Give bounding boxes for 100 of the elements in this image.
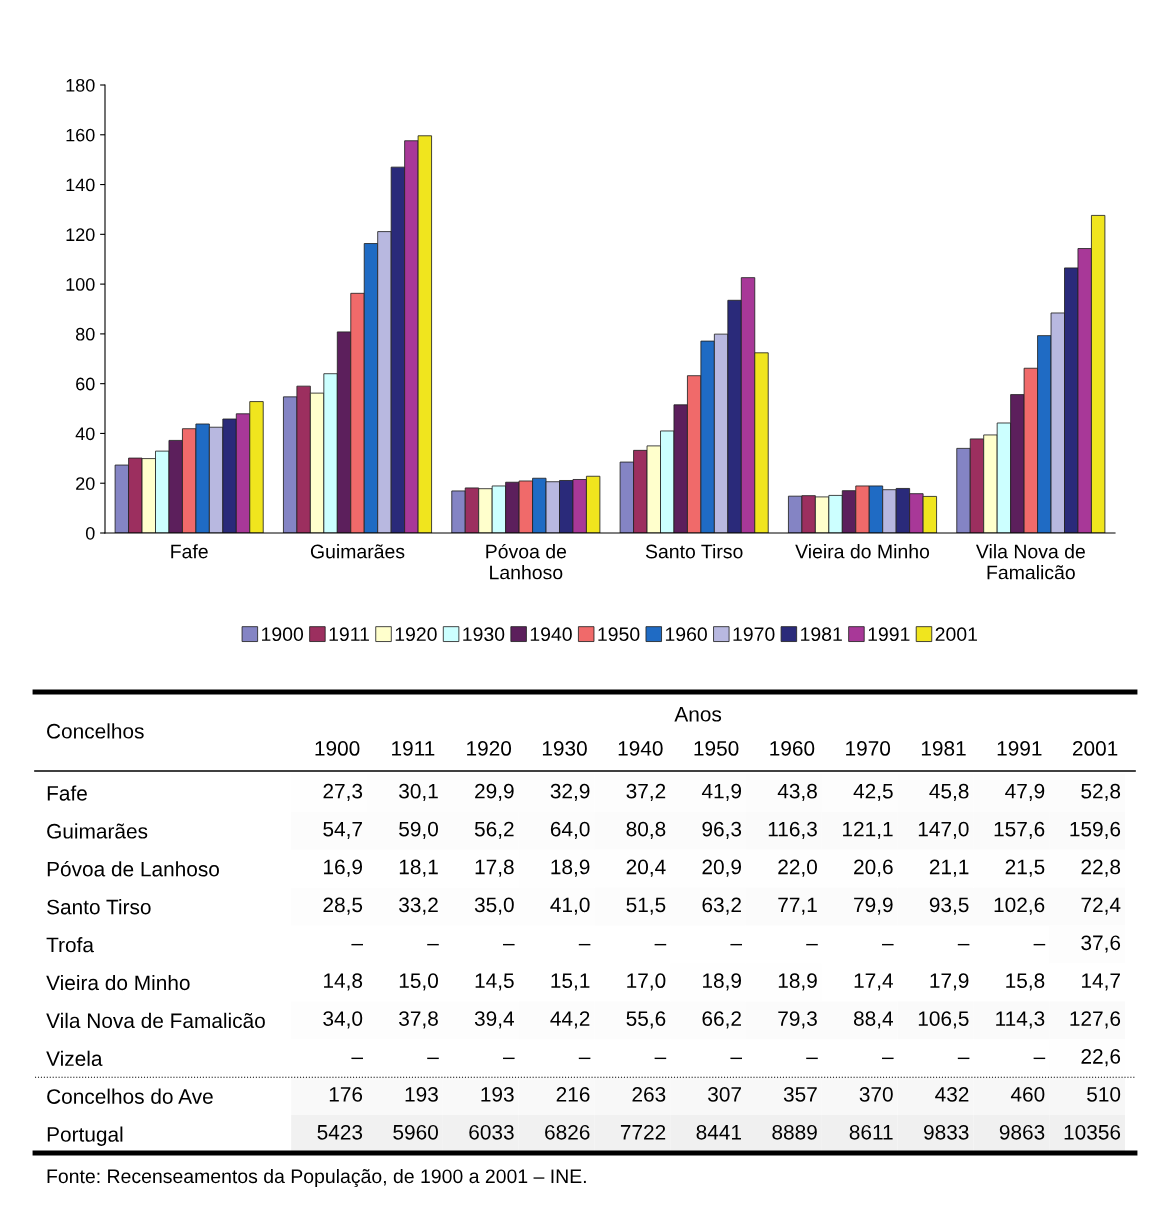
legend-label: 1911 <box>329 627 369 642</box>
data-label: 77,1 <box>778 897 817 915</box>
data-label: 357 <box>783 1086 817 1102</box>
data-label: 54,7 <box>323 821 362 839</box>
data-label: 127,6 <box>1070 1011 1121 1029</box>
x-tick-label: Vieira do Minho <box>795 544 930 559</box>
text: – <box>957 943 970 946</box>
text: – <box>351 1057 363 1060</box>
data-label: 8441 <box>696 1124 741 1140</box>
text: – <box>1033 1057 1046 1060</box>
data-label: 6826 <box>545 1124 590 1140</box>
y-tick-label: 120 <box>66 228 95 242</box>
data-label: 37,8 <box>399 1011 438 1029</box>
data-label: 59,0 <box>399 821 438 839</box>
data-label: 10356 <box>1064 1124 1121 1140</box>
legend-label: 1960 <box>665 627 707 642</box>
legend-label: 1900 <box>262 627 304 642</box>
data-label: 51,5 <box>626 897 666 915</box>
data-label: 20,9 <box>702 859 742 877</box>
data-label: 30,1 <box>399 783 438 801</box>
data-label: 41,0 <box>550 897 590 915</box>
legend-label: 1950 <box>598 627 640 642</box>
data-label: 116,3 <box>768 821 817 839</box>
y-tick-label: 40 <box>75 427 95 441</box>
data-label: 28,5 <box>323 897 363 915</box>
y-tick-label: 60 <box>76 377 95 391</box>
text: – <box>654 943 667 946</box>
data-label: 432 <box>935 1086 969 1102</box>
data-label: 5423 <box>317 1124 363 1140</box>
text: – <box>578 943 591 946</box>
data-label: 18,9 <box>551 859 590 877</box>
y-tick-label: Póvoa de Lanhoso <box>47 860 219 877</box>
data-label: 21,5 <box>1005 859 1045 877</box>
data-label: 43,8 <box>777 783 817 801</box>
x-tick-label: 2001 <box>1072 741 1118 756</box>
data-label: 47,9 <box>1005 783 1045 801</box>
x-tick-label: 1981 <box>921 741 966 756</box>
data-label: 79,9 <box>854 897 893 915</box>
data-label: 17,4 <box>854 973 893 991</box>
data-label: 18,1 <box>399 859 438 877</box>
data-label: 510 <box>1087 1086 1121 1102</box>
data-label: 106,5 <box>918 1011 969 1029</box>
text: – <box>730 1057 742 1060</box>
data-label: 22,0 <box>778 859 817 877</box>
x-tick-label: 1930 <box>542 741 587 756</box>
x-tick-label: Vila Nova de Famalicão <box>975 544 1085 580</box>
data-label: 52,8 <box>1081 783 1121 801</box>
text: – <box>654 1057 667 1060</box>
data-label: 80,8 <box>626 821 666 839</box>
y-tick-label: 180 <box>66 78 95 92</box>
data-label: 102,6 <box>994 897 1045 915</box>
data-label: 88,4 <box>853 1011 893 1029</box>
data-label: 35,0 <box>474 897 514 915</box>
y-tick-label: 0 <box>85 526 95 540</box>
data-label: 5960 <box>393 1124 438 1140</box>
x-tick-label: Póvoa de Lanhoso <box>486 543 567 580</box>
text: – <box>730 943 742 946</box>
x-tick-label: 1940 <box>618 741 663 756</box>
data-label: 42,5 <box>853 783 893 801</box>
data-label: 64,0 <box>550 821 590 839</box>
data-label: 307 <box>708 1086 741 1102</box>
data-label: 37,6 <box>1081 935 1121 953</box>
x-tick-label: 1920 <box>467 741 512 756</box>
data-label: 14,8 <box>324 973 363 991</box>
legend-label: 2001 <box>935 627 977 642</box>
data-label: 193 <box>481 1086 514 1102</box>
data-label: 66,2 <box>702 1011 741 1029</box>
legend-label: 1991 <box>868 627 910 642</box>
y-axis-title: Concelhos <box>47 723 144 739</box>
x-tick-label: Fafe <box>171 544 208 559</box>
x-tick-label: 1960 <box>770 741 815 756</box>
data-label: 20,4 <box>626 859 666 877</box>
data-label: 39,4 <box>474 1011 514 1029</box>
data-label: 34,0 <box>323 1011 363 1029</box>
data-label: 8611 <box>849 1124 893 1140</box>
data-label: 157,6 <box>994 821 1045 839</box>
data-label: 159,6 <box>1070 821 1121 839</box>
data-label: 15,1 <box>551 973 590 991</box>
data-label: 9833 <box>924 1124 969 1140</box>
x-tick-label: 1900 <box>315 741 360 756</box>
data-label: 121,1 <box>843 821 893 839</box>
y-tick-label: Portugal <box>47 1126 123 1146</box>
source-note: Fonte: Recenseamentos da População, de 1900 a 2001 – INE. <box>47 1168 586 1188</box>
data-label: 16,9 <box>324 859 363 877</box>
y-tick-label: Trofa <box>46 937 94 953</box>
data-label: 370 <box>859 1086 893 1102</box>
data-label: 7722 <box>620 1124 666 1140</box>
y-tick-label: 20 <box>76 477 95 490</box>
data-label: 55,6 <box>626 1011 666 1029</box>
data-label: 17,9 <box>930 973 969 991</box>
legend-label: 1920 <box>395 627 437 642</box>
data-label: 56,2 <box>474 821 514 839</box>
data-label: 14,7 <box>1082 973 1120 991</box>
y-tick-label: 160 <box>66 128 95 142</box>
data-label: 147,0 <box>918 821 969 839</box>
data-label: 32,9 <box>550 783 590 801</box>
data-label: 41,9 <box>701 783 742 801</box>
x-tick-label: Guimarães <box>310 544 405 559</box>
data-label: 114,3 <box>996 1011 1045 1029</box>
text: – <box>957 1057 970 1060</box>
